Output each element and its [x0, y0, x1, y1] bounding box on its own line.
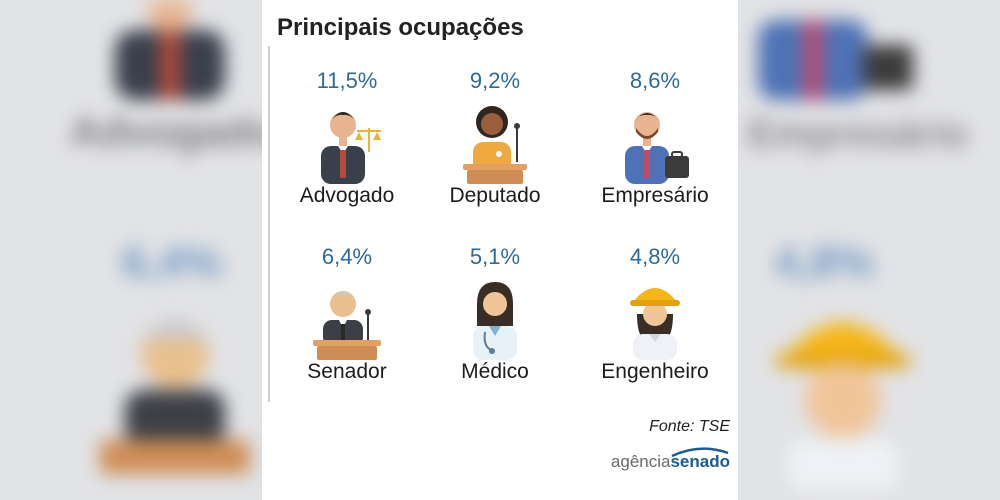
- blurred-businessman-icon: [758, 20, 913, 100]
- agencia-senado-logo: agênciasenado: [611, 452, 730, 472]
- blurred-background-left: Advogado 6,4%: [0, 0, 262, 500]
- blurred-engineer-icon: [776, 322, 910, 490]
- blurred-lawyer-icon: [115, 0, 225, 100]
- label-deputado: Deputado: [449, 184, 541, 207]
- label-empresario: Empresário: [601, 184, 709, 207]
- occupation-engenheiro: 4,8% Engenheiro: [575, 244, 735, 384]
- logo-text-senado: senado: [670, 452, 730, 471]
- deputy-icon: [463, 106, 527, 184]
- percent-advogado: 11,5%: [316, 68, 378, 93]
- occupation-senador: 6,4% Senador: [267, 244, 427, 384]
- lawyer-icon: [321, 112, 381, 184]
- label-engenheiro: Engenheiro: [601, 360, 709, 383]
- label-medico: Médico: [461, 360, 529, 383]
- source-note: Fonte: TSE: [649, 418, 730, 435]
- blurred-percent-engenheiro: 4,8%: [774, 238, 875, 287]
- engineer-icon: [630, 288, 680, 360]
- percent-engenheiro: 4,8%: [629, 244, 681, 269]
- percent-senador: 6,4%: [321, 244, 373, 269]
- vertical-divider: [268, 46, 270, 402]
- occupation-deputado: 9,2% Deputado: [415, 68, 575, 208]
- occupation-medico: 5,1% Médico: [415, 244, 575, 384]
- blurred-senator-icon: [100, 320, 250, 474]
- logo-swoosh-icon: [671, 447, 729, 457]
- blurred-percent-senador: 6,4%: [122, 238, 223, 287]
- businessman-icon: [625, 112, 689, 184]
- occupation-advogado: 11,5% Advogado: [267, 68, 427, 208]
- doctor-icon: [473, 282, 517, 360]
- percent-deputado: 9,2%: [469, 68, 521, 93]
- blurred-background-right: Empresário 4,8%: [738, 0, 1000, 500]
- label-advogado: Advogado: [299, 184, 395, 207]
- blurred-label-advogado: Advogado: [70, 108, 262, 155]
- percent-empresario: 8,6%: [629, 68, 681, 93]
- blurred-label-empresario: Empresário: [748, 112, 969, 156]
- logo-text-agencia: agência: [610, 452, 671, 471]
- infographic-card: Principais ocupações 11,5% Advogado 9,2%: [262, 0, 738, 500]
- percent-medico: 5,1%: [469, 244, 521, 269]
- occupation-empresario: 8,6% Empresário: [575, 68, 735, 208]
- label-senador: Senador: [307, 360, 387, 383]
- infographic-title: Principais ocupações: [277, 14, 524, 41]
- senator-icon: [313, 291, 381, 360]
